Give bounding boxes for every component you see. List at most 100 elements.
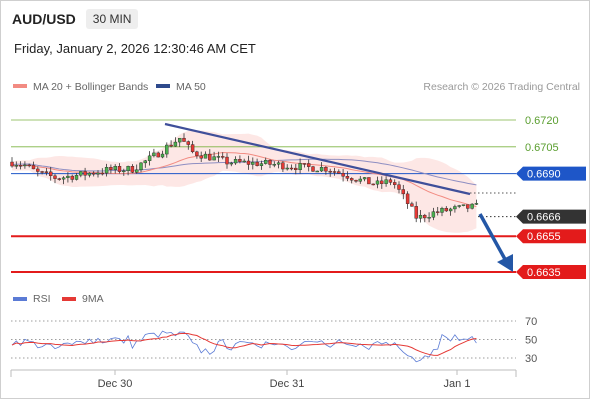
level-tag (516, 229, 586, 244)
candle-body (298, 163, 302, 171)
ma9-legend: 9MA (82, 293, 104, 305)
candle-body (238, 159, 242, 162)
candle-body (49, 171, 53, 177)
bearish-arrow (478, 213, 513, 272)
candle-body (216, 156, 221, 158)
candle-body (225, 156, 229, 165)
candle-body (354, 179, 358, 182)
candle-body (83, 171, 87, 176)
candle-body (147, 155, 152, 161)
candle-body (444, 207, 448, 212)
candle-body (27, 164, 31, 167)
x-tick-label: Dec 30 (98, 378, 133, 390)
candle-body (375, 180, 380, 185)
candle-body (134, 169, 139, 173)
candle-body (380, 180, 384, 184)
x-tick-label: Jan 1 (444, 378, 471, 390)
candle-body (57, 178, 61, 180)
rsi-legend: RSI (33, 293, 51, 305)
candle-body (44, 171, 49, 173)
candle-body (66, 175, 70, 178)
candle-body (190, 144, 195, 153)
candle-body (461, 204, 466, 206)
candle-body (423, 214, 427, 219)
level-label: 0.6720 (525, 115, 559, 127)
rsi-tick-label: 70 (525, 316, 537, 328)
candle-body (294, 167, 298, 171)
candle-body (362, 177, 367, 180)
candle-body (474, 203, 479, 205)
candle-body (319, 166, 324, 172)
research-credit: Research © 2026 Trading Central (423, 81, 580, 93)
candle-body (281, 162, 285, 170)
candle-body (117, 166, 122, 172)
rsi-tick-label: 50 (525, 335, 537, 347)
candle-body (276, 162, 281, 165)
candle-body (242, 160, 246, 163)
candle-body (36, 168, 40, 172)
level-label: 0.6690 (527, 169, 561, 181)
candle-body (324, 166, 328, 172)
candle-body (61, 177, 66, 180)
candle-body (173, 141, 178, 147)
candle-body (470, 203, 474, 209)
candle-body (79, 171, 83, 176)
candle-body (350, 178, 354, 181)
candle-body (152, 152, 156, 157)
candle-body (165, 144, 169, 155)
candle-body (23, 164, 27, 167)
candle-body (371, 183, 375, 186)
candle-body (311, 166, 315, 172)
candle-body (466, 204, 470, 209)
rsi-ma9-line (11, 332, 477, 356)
candle-body (410, 203, 414, 207)
candle-body (358, 178, 362, 182)
candle-body (315, 170, 319, 173)
candle-body (328, 170, 332, 173)
candle-body (341, 173, 345, 177)
candle-body (246, 160, 251, 165)
candle-body (272, 164, 276, 166)
candle-body (40, 171, 44, 173)
candle-body (289, 167, 294, 170)
candle-body (212, 156, 216, 161)
candle-body (208, 153, 212, 161)
candle-body (264, 159, 268, 164)
candle-body (10, 161, 14, 167)
candle-body (405, 193, 410, 204)
candle-body (436, 211, 440, 213)
level-label: 0.6705 (525, 142, 559, 154)
rsi-panel: 70 50 30 (11, 316, 537, 365)
candlesticks (10, 133, 479, 223)
candle-body (345, 176, 350, 179)
candle-body (418, 214, 423, 219)
candle-body (388, 179, 393, 183)
candle-body (448, 208, 453, 212)
bollinger-fill (12, 130, 477, 233)
candle-body (126, 166, 130, 172)
price-level-labels: 0.6720 0.6705 0.6690 0.6666 0.6655 0.6635 (516, 115, 586, 279)
timeframe-button[interactable]: 30 MIN (85, 9, 139, 29)
candle-body (307, 163, 311, 167)
candle-body (177, 137, 182, 143)
candle-body (160, 153, 165, 158)
rsi-legend-swatch (13, 297, 27, 301)
level-label: 0.6666 (527, 212, 561, 224)
candle-body (431, 211, 436, 218)
candle-body (427, 217, 431, 219)
candle-body (87, 172, 92, 176)
ma9-legend-swatch (62, 297, 76, 301)
candle-body (220, 156, 225, 158)
x-tick-label: Dec 31 (270, 378, 305, 390)
candle-body (203, 153, 208, 159)
level-tag (516, 265, 586, 279)
candle-body (169, 144, 173, 147)
candle-body (393, 182, 397, 185)
trendline (164, 122, 471, 196)
candle-body (259, 163, 264, 166)
candle-body (113, 166, 117, 171)
chart-datetime: Friday, January 2, 2026 12:30:46 AM CET (14, 41, 256, 56)
candle-body (104, 167, 109, 174)
